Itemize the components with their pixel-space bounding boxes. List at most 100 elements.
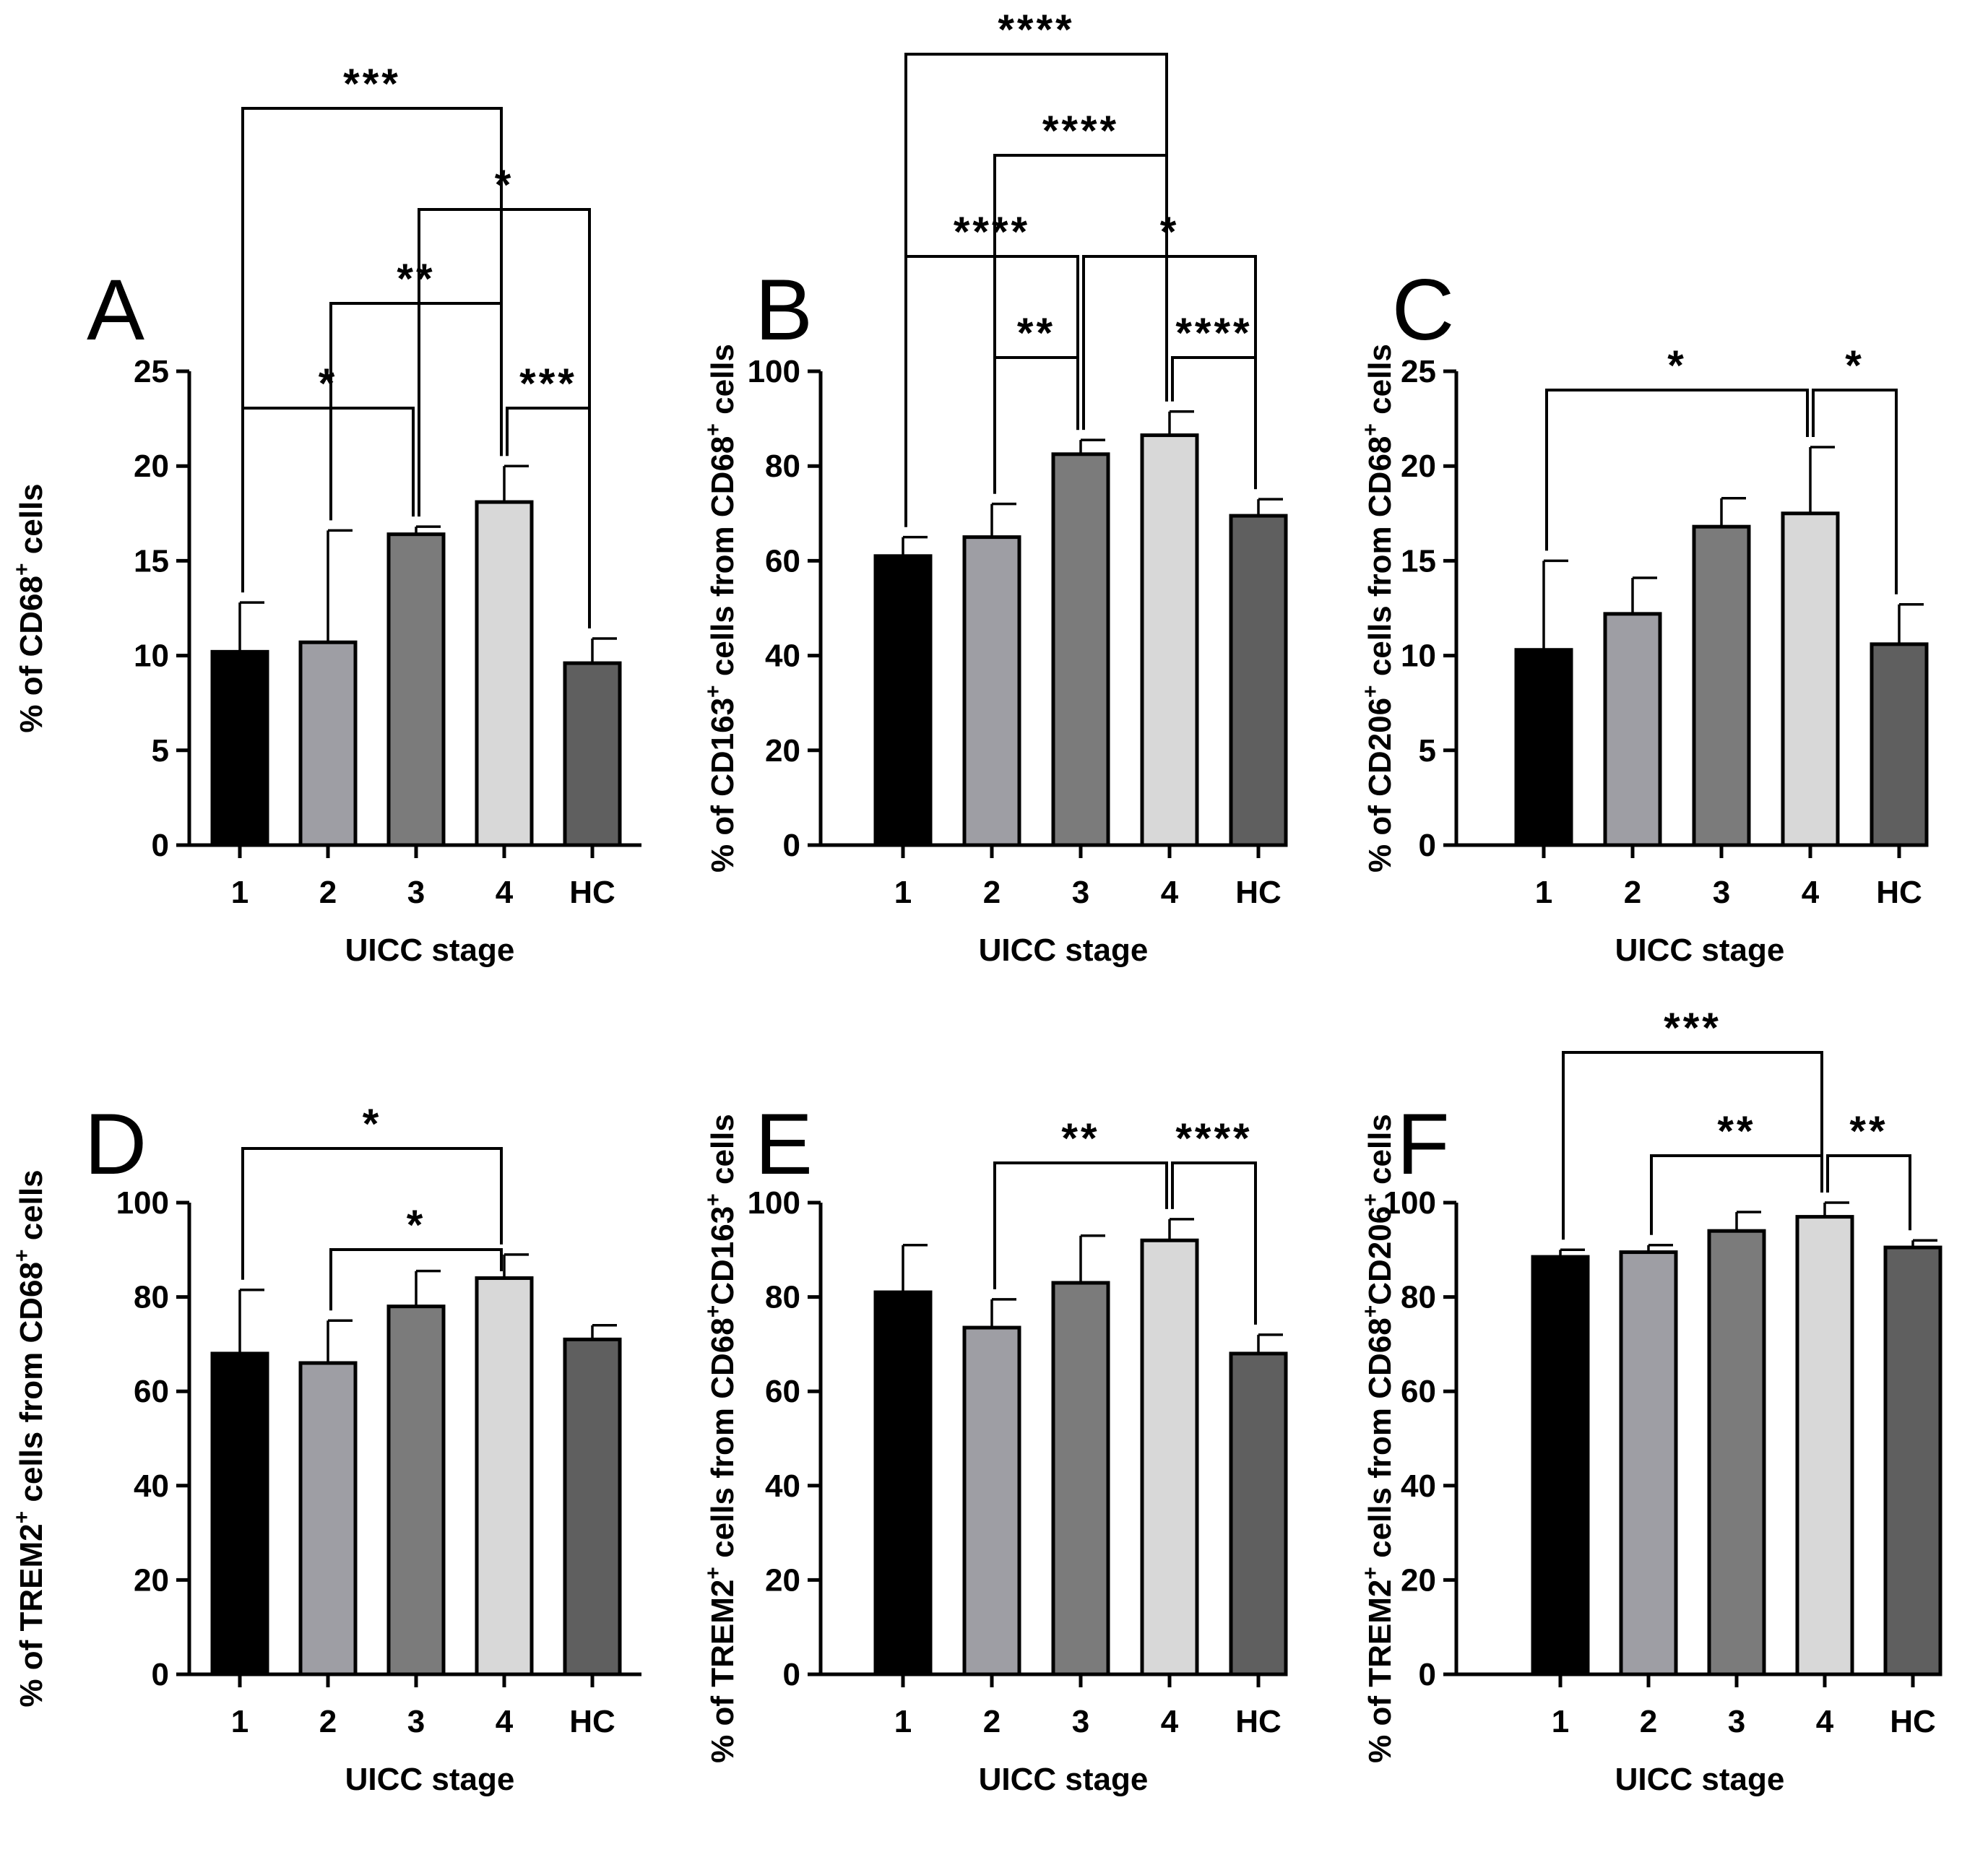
y-axis-title: % of CD163+ cells from CD68+ cells <box>701 344 740 873</box>
y-tick-label: 0 <box>783 1657 800 1692</box>
x-tick-label: HC <box>569 1704 615 1739</box>
x-tick-label: 4 <box>1161 1704 1179 1739</box>
panel-b: B 0 20 40 60 80 100 1 2 3 4 HC UICC stage % of CD163+… <box>701 7 1288 968</box>
bar-2 <box>962 535 1021 847</box>
y-tick-label: 100 <box>116 1185 169 1221</box>
significance-bracket <box>418 208 591 628</box>
panel-letter: C <box>1392 261 1455 358</box>
y-tick-label: 20 <box>1401 449 1436 484</box>
bar-1 <box>210 649 269 847</box>
y-tick-label: 20 <box>134 1562 169 1598</box>
significance-bracket <box>241 107 503 593</box>
x-tick-label: 1 <box>894 875 912 910</box>
bar-3 <box>1051 1281 1110 1676</box>
y-tick-label: 0 <box>1419 1657 1436 1692</box>
y-tick-label: 20 <box>765 1562 800 1598</box>
x-axis-title: UICC stage <box>345 1762 515 1797</box>
significance-bracket <box>993 1161 1168 1289</box>
y-tick-label: 0 <box>152 1657 169 1692</box>
bar-hc <box>1229 514 1288 847</box>
y-tick-label: 20 <box>765 733 800 769</box>
x-tick-label: 4 <box>496 1704 514 1739</box>
bar-4 <box>475 1276 534 1676</box>
x-tick-label: 2 <box>1640 1704 1657 1739</box>
x-tick-label: 1 <box>894 1704 912 1739</box>
bar-1 <box>1531 1255 1590 1676</box>
x-axis-title: UICC stage <box>1615 1762 1785 1797</box>
bar-3 <box>1707 1229 1766 1676</box>
x-tick-label: HC <box>1235 875 1282 910</box>
x-tick-label: 2 <box>319 1704 337 1739</box>
significance-label: * <box>407 1202 426 1249</box>
significance-label: **** <box>1175 1115 1252 1162</box>
x-tick-label: 3 <box>1072 875 1089 910</box>
y-tick-label: 25 <box>1401 354 1436 389</box>
bar-1 <box>873 1290 933 1676</box>
y-tick-label: 0 <box>152 828 169 863</box>
significance-label: * <box>1845 342 1864 389</box>
x-tick-label: HC <box>1235 1704 1282 1739</box>
y-tick-label: 40 <box>1401 1468 1436 1504</box>
y-tick-label: 0 <box>783 828 800 863</box>
y-axis-title: % of TREM2+ cells from CD68+CD206+ cells <box>1359 1114 1398 1763</box>
bar-4 <box>1140 1238 1199 1676</box>
y-tick-label: 100 <box>748 1185 800 1221</box>
bar-1 <box>210 1351 269 1676</box>
significance-bracket <box>1562 1051 1823 1240</box>
y-tick-label: 80 <box>765 449 800 484</box>
x-tick-label: 2 <box>319 875 337 910</box>
significance-bracket <box>1545 389 1809 551</box>
bar-2 <box>298 1361 358 1676</box>
x-tick-label: 4 <box>1161 875 1179 910</box>
bar-3 <box>386 1304 446 1676</box>
significance-label: **** <box>998 7 1074 53</box>
bar-2 <box>298 640 358 847</box>
y-tick-label: 60 <box>765 543 800 579</box>
significance-label: ** <box>1061 1115 1099 1162</box>
significance-label: *** <box>343 61 401 108</box>
y-tick-label: 15 <box>134 543 169 579</box>
y-tick-label: 10 <box>1401 639 1436 674</box>
significance-label: * <box>319 360 338 407</box>
significance-label: ** <box>397 256 435 303</box>
y-tick-label: 10 <box>134 639 169 674</box>
x-axis-title: UICC stage <box>979 1762 1149 1797</box>
significance-label: ** <box>1017 310 1055 357</box>
y-tick-label: 20 <box>134 449 169 484</box>
x-axis-title: UICC stage <box>1615 933 1785 968</box>
bar-1 <box>1514 648 1573 847</box>
y-tick-label: 100 <box>1383 1185 1436 1221</box>
x-tick-label: 4 <box>496 875 514 910</box>
bar-hc <box>1883 1245 1942 1676</box>
bar-hc <box>563 661 622 847</box>
significance-bracket <box>1082 255 1257 490</box>
bar-4 <box>475 500 534 847</box>
bar-3 <box>386 532 446 847</box>
significance-bracket <box>329 302 503 521</box>
panel-c: C 0 5 10 15 20 25 1 2 3 4 HC UICC stage % of CD206+ c… <box>1359 261 1929 968</box>
y-tick-label: 80 <box>134 1280 169 1315</box>
panel-letter: A <box>87 261 144 358</box>
x-tick-label: 3 <box>407 875 425 910</box>
significance-label: *** <box>1664 1005 1721 1052</box>
y-tick-label: 60 <box>1401 1374 1436 1409</box>
significance-label: **** <box>1175 310 1252 357</box>
y-tick-label: 80 <box>765 1280 800 1315</box>
bar-2 <box>962 1325 1021 1676</box>
x-tick-label: 3 <box>1072 1704 1089 1739</box>
significance-bracket <box>241 1147 503 1280</box>
x-tick-label: 3 <box>1713 875 1730 910</box>
y-axis-title: % of TREM2+ cells from CD68+CD163+ cells <box>701 1114 740 1763</box>
x-tick-label: HC <box>569 875 615 910</box>
x-axis-title: UICC stage <box>979 933 1149 968</box>
bar-2 <box>1619 1250 1678 1676</box>
panel-letter: B <box>755 261 813 358</box>
x-tick-label: 3 <box>407 1704 425 1739</box>
significance-label: ** <box>1717 1108 1755 1155</box>
y-tick-label: 0 <box>1419 828 1436 863</box>
bar-4 <box>1781 511 1840 847</box>
bar-hc <box>1229 1351 1288 1676</box>
x-tick-label: 3 <box>1728 1704 1745 1739</box>
significance-bracket <box>1812 389 1898 594</box>
